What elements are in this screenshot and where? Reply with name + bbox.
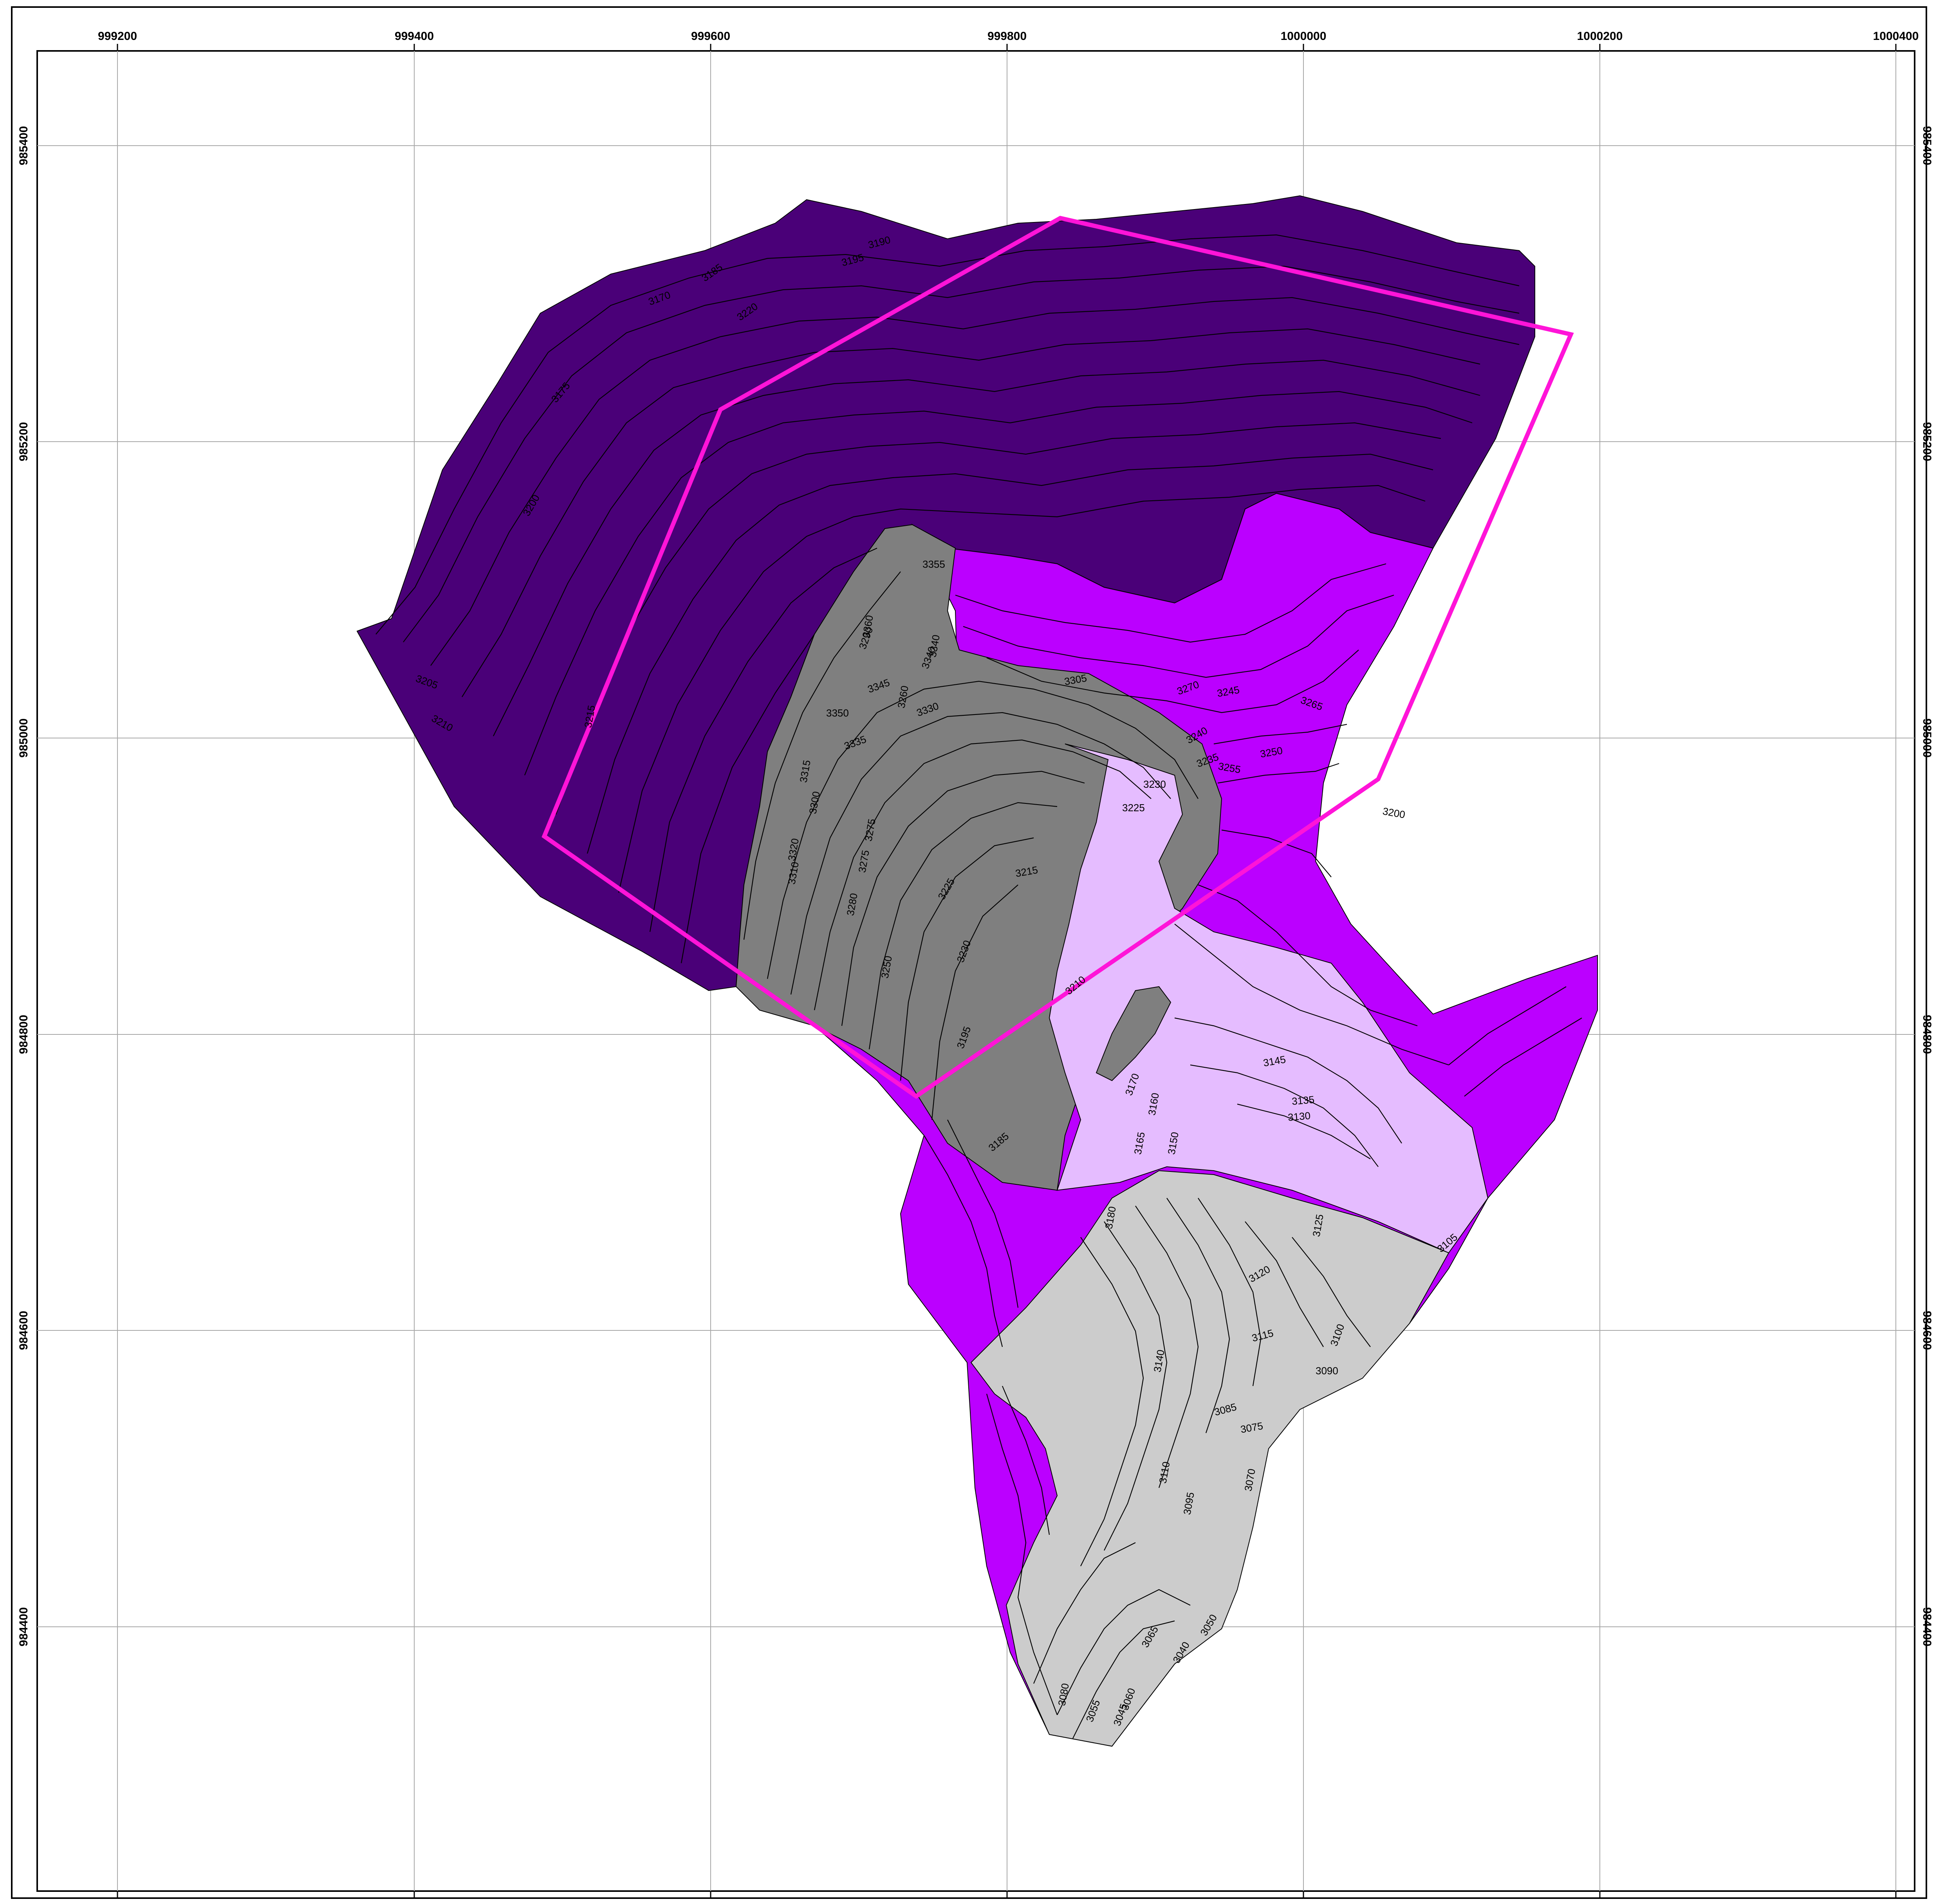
contour-line [1464,1018,1582,1097]
x-tick-label: 999400 [395,30,434,43]
y-tick-label: 984400 [17,1607,30,1646]
y-tick-label: 984800 [17,1015,30,1054]
zone-fills [356,195,1598,1747]
x-tick-label: 1000200 [1577,30,1623,43]
y-tick-label: 984400 [1921,1607,1933,1646]
contour-line [649,547,877,932]
contour-line [1213,724,1347,745]
contour-line [1198,884,1418,1027]
contour-line [1448,986,1567,1065]
contour-line [814,739,1152,1011]
contour-line [963,594,1394,678]
contour-line [900,837,1034,1081]
boundary-outline[interactable] [542,216,1574,1099]
contour-line [1166,1198,1230,1433]
contour-line [1002,1386,1050,1535]
contour-line [1135,1206,1199,1488]
zone-lavender[interactable] [1049,744,1489,1254]
contour-line [375,234,1520,635]
contour-line [1198,1198,1262,1386]
contour-line [1237,1103,1371,1159]
contour-line [868,802,1058,1050]
contour-line [1174,1017,1402,1144]
contour-line [680,634,815,964]
zone-dark-gray-island[interactable] [1096,986,1171,1081]
contour-line [1221,829,1332,877]
x-axis-top-labels: 999200 999400 999600 999800 1000000 1000… [98,30,1919,43]
contour-label: 3130 [1287,1110,1311,1123]
contour-label: 3355 [922,558,945,570]
contour-label: 3230 [1143,778,1166,790]
y-tick-label: 984600 [17,1311,30,1350]
tick-marks [117,44,1897,1898]
x-tick-label: 999800 [987,30,1027,43]
contour-line [986,1393,1058,1715]
contour-line [1245,1221,1324,1347]
y-tick-label: 985000 [1921,718,1933,758]
x-tick-label: 999200 [98,30,137,43]
contour-line [1033,1542,1136,1684]
contour-line [1174,924,1449,1066]
y-tick-label: 984600 [1921,1311,1933,1350]
contour-label: 3350 [826,707,849,719]
x-tick-label: 1000400 [1873,30,1919,43]
contour-line [924,1135,1003,1347]
contour-label: 3135 [1291,1094,1315,1107]
contour-line [947,1119,1019,1308]
y-tick-label: 985200 [17,422,30,461]
contour-line [587,453,1433,854]
contour-line [1080,1237,1144,1567]
contour-line [403,265,1520,642]
contour-line [1104,1221,1168,1551]
contour-line [524,391,1473,776]
contour-line [790,712,1171,995]
contour-line [1072,1620,1175,1739]
zone-light-gray[interactable] [970,1170,1449,1747]
y-tick-label: 985400 [17,126,30,165]
y-axis-left-labels: 985400 985200 985000 984800 984600 98440… [17,126,30,1646]
y-tick-label: 985400 [1921,126,1933,165]
y-tick-label: 984800 [1921,1015,1933,1054]
contour-line [462,328,1480,697]
contour-line [493,359,1480,736]
contour-line [1217,763,1339,784]
contour-line [931,884,1018,1120]
y-tick-label: 985000 [17,718,30,758]
contour-line [955,563,1386,643]
contour-line [618,485,1426,893]
contour-line [986,650,1359,713]
y-tick-label: 985200 [1921,422,1933,461]
x-tick-label: 1000000 [1281,30,1327,43]
contour-line [767,680,1199,979]
contour-line [743,571,901,940]
contour-line [1292,1237,1371,1347]
contour-line [1057,1589,1191,1715]
contour-label: 3225 [1122,802,1145,814]
contour-line [430,297,1520,666]
y-axis-right-labels: 985400 985200 985000 984800 984600 98440… [1921,126,1933,1646]
contour-line [841,771,1085,1026]
x-tick-label: 999600 [691,30,730,43]
contour-line [1190,1064,1379,1167]
contour-lines [375,234,1582,1739]
contour-label: 3090 [1316,1365,1338,1377]
